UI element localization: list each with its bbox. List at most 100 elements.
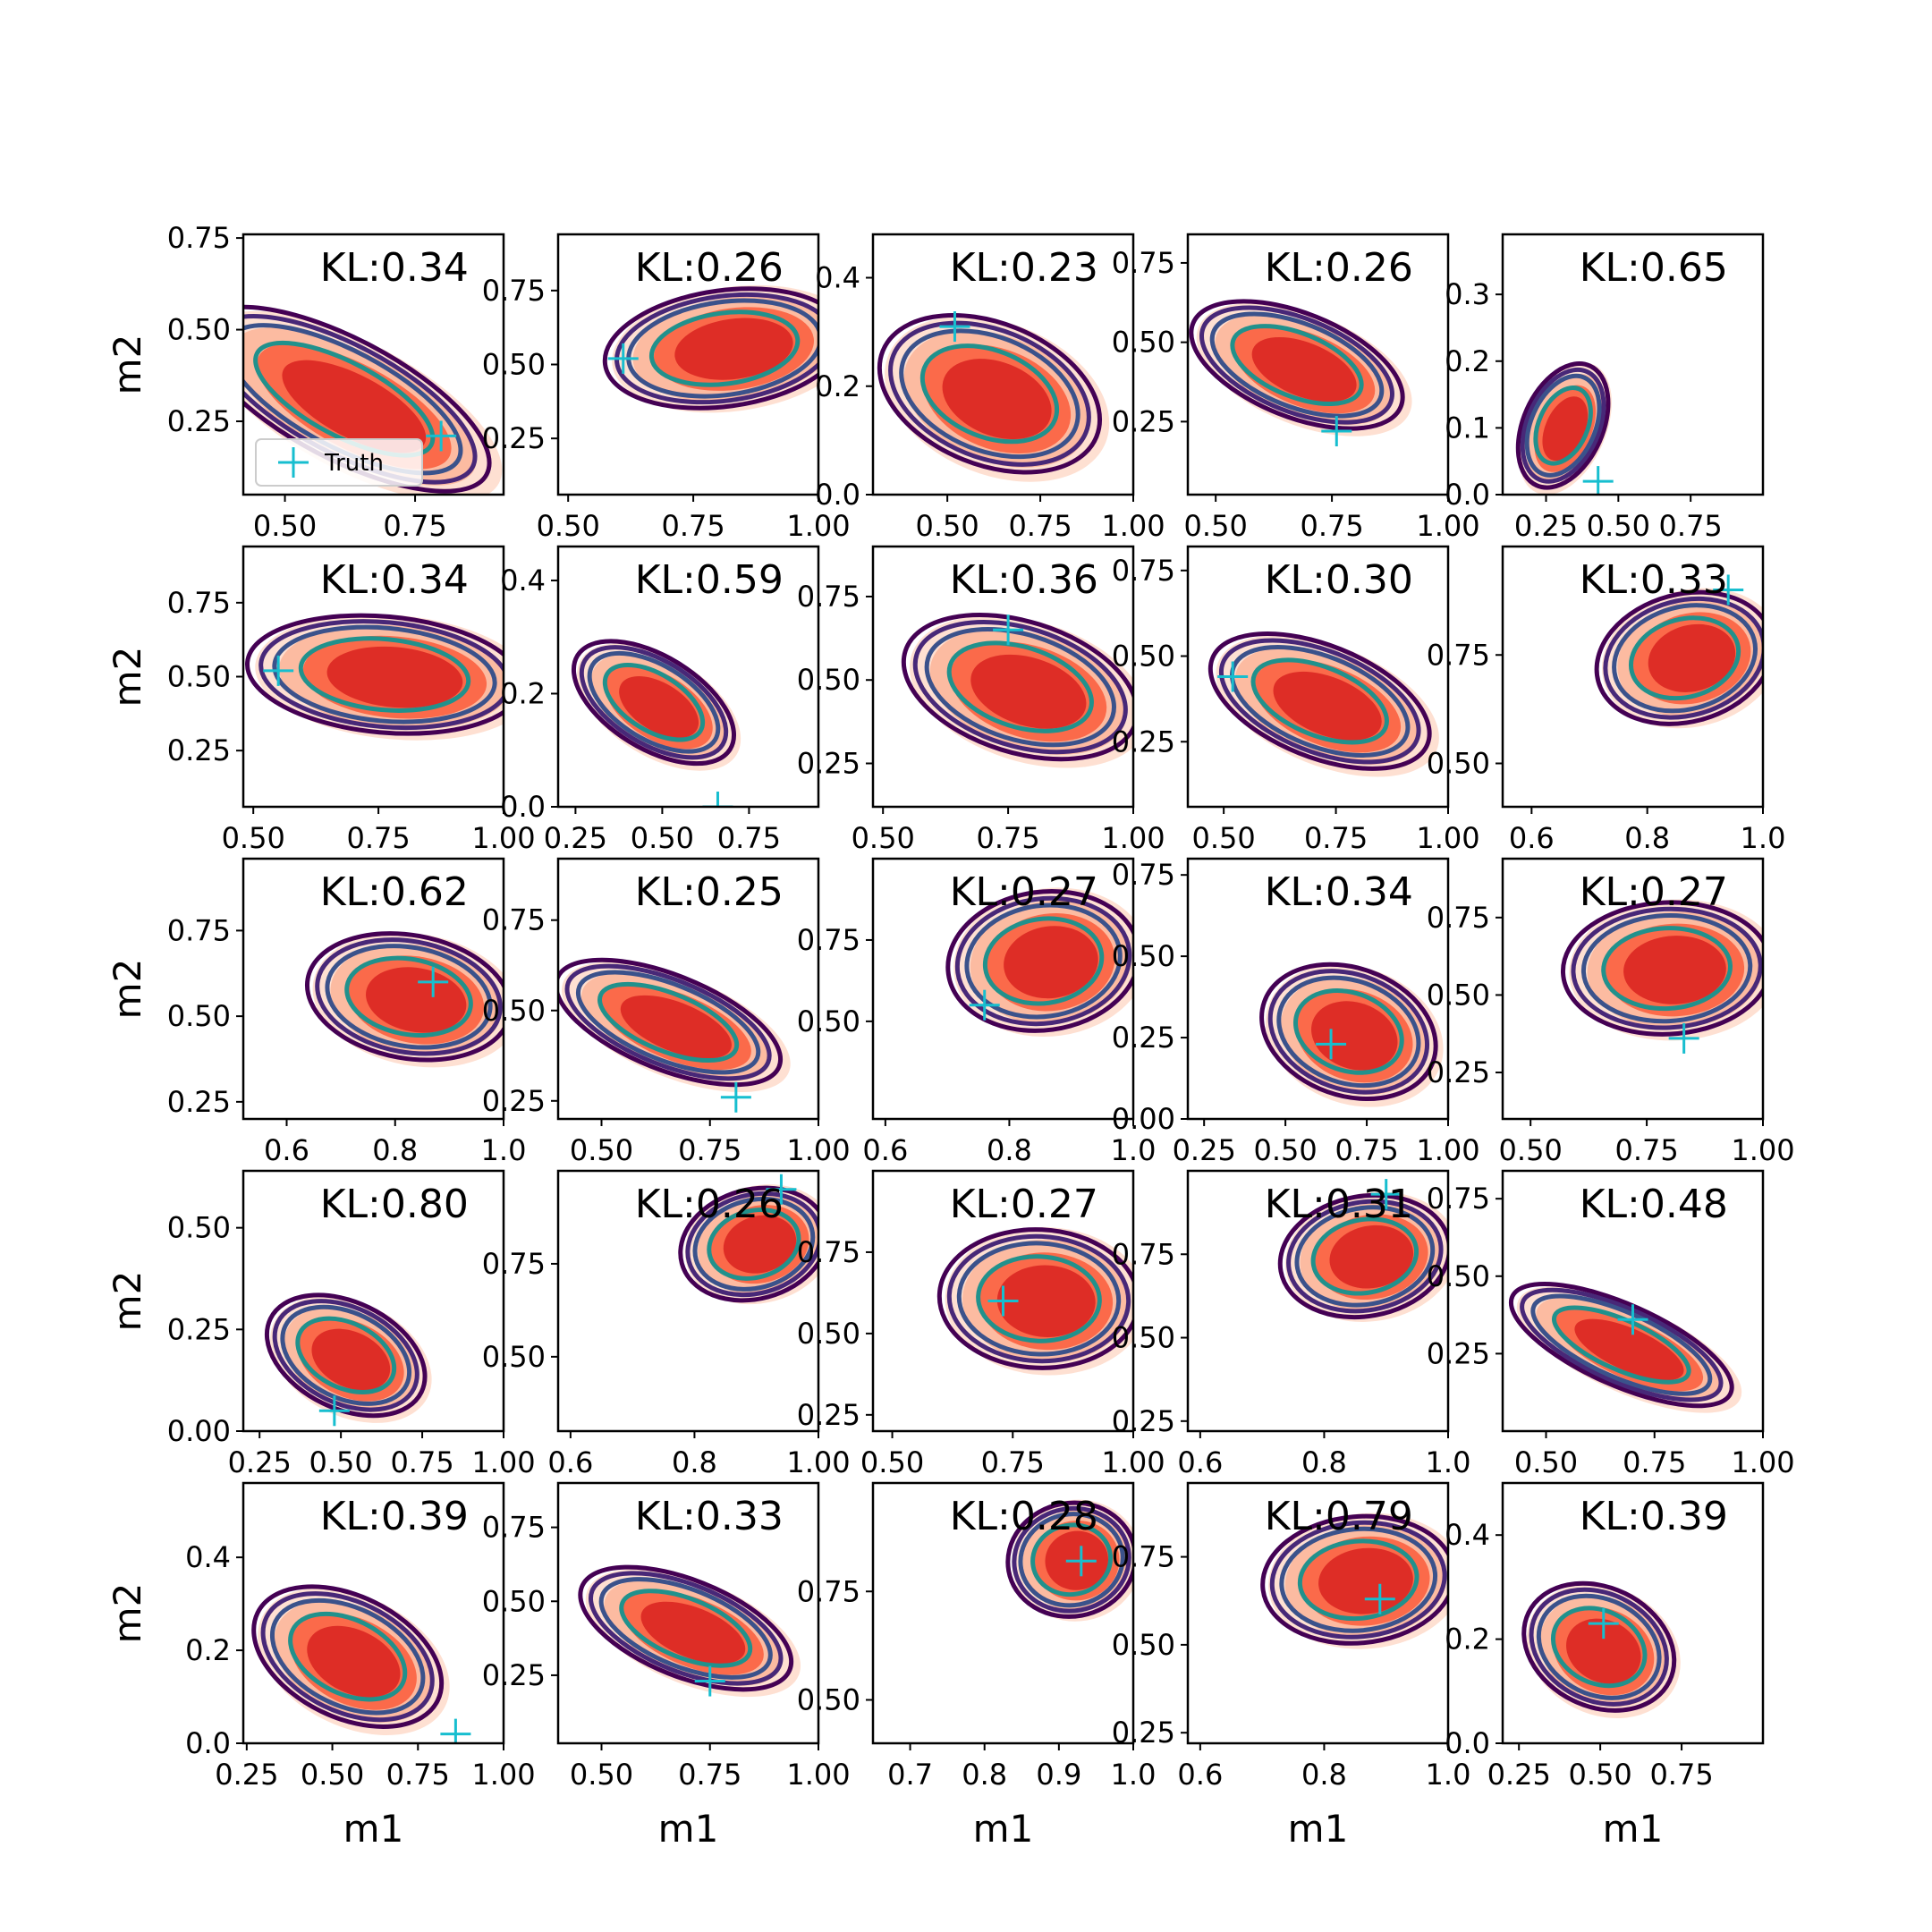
posterior-contours (1208, 631, 1439, 777)
kl-label: KL:0.30 (1265, 557, 1413, 603)
y-tick-label: 0.50 (1427, 747, 1490, 781)
y-tick-label: 0.50 (482, 994, 546, 1028)
model-contour-level-2 (1267, 969, 1430, 1095)
model-contour-level-3 (956, 1241, 1122, 1357)
x-tick-label: 1.00 (471, 1758, 535, 1792)
x-tick-label: 0.75 (383, 509, 446, 543)
x-tick-label: 0.75 (1614, 1133, 1678, 1167)
x-tick-label: 0.50 (916, 509, 979, 543)
model-contour-level-1 (571, 639, 737, 767)
reference-density-level-4 (366, 967, 467, 1033)
panel-8: KL:0.36 0.50 0.75 1.00 0.25 0.50 0.75 (797, 545, 1165, 855)
y-tick-label: 0.75 (167, 913, 231, 947)
panel-25: KL:0.39 0.25 0.50 0.75 0.0 0.2 0.4 m1 (1445, 1481, 1765, 1851)
axes-frame (871, 545, 1135, 809)
panel-23: KL:0.28 0.7 0.8 0.9 1.0 0.50 0.75 m1 (797, 1481, 1157, 1851)
x-tick-label: 1.00 (1731, 1133, 1794, 1167)
kl-label: KL:0.23 (950, 245, 1098, 291)
model-contour-level-3 (269, 1597, 426, 1716)
posterior-contours (251, 1584, 450, 1735)
axes-frame (242, 233, 505, 496)
y-tick-label: 0.75 (1112, 246, 1175, 280)
x-tick-label: 1.00 (1731, 1445, 1794, 1479)
model-contour-level-3 (280, 1304, 412, 1406)
x-tick-label: 1.0 (1111, 1758, 1157, 1792)
y-tick-label: 0.25 (482, 421, 546, 455)
axes-frame (1501, 1169, 1765, 1433)
y-tick-label: 0.25 (1427, 1336, 1490, 1370)
model-contour-level-2 (1012, 1505, 1131, 1614)
y-tick-label: 0.75 (1112, 858, 1175, 892)
model-contour-level-4 (1030, 1522, 1114, 1597)
kl-label: KL:0.48 (1580, 1182, 1728, 1227)
x-tick-label: 0.7 (887, 1758, 933, 1792)
posterior-contours (936, 1226, 1133, 1376)
y-tick-label: 0.25 (1112, 1021, 1175, 1055)
x-tick-label: 1.0 (1111, 1133, 1157, 1167)
model-contour-level-3 (587, 650, 721, 754)
y-tick-label: 0.25 (167, 1085, 231, 1119)
model-contour-level-3 (1018, 1512, 1125, 1608)
x-tick-label: 0.75 (1335, 1133, 1398, 1167)
y-tick-label: 0.4 (500, 564, 546, 597)
model-contour-level-1 (1515, 361, 1611, 490)
x-tick-label: 0.75 (386, 1758, 450, 1792)
y-tick-label: 0.75 (482, 274, 546, 308)
y-tick-label: 0.50 (797, 663, 860, 697)
truth-marker (720, 1081, 751, 1113)
x-tick-label: 1.00 (1101, 821, 1165, 855)
model-contour-level-3 (325, 944, 493, 1050)
model-contour-level-1 (1521, 1580, 1677, 1713)
x-tick-label: 1.00 (471, 821, 535, 855)
model-contour-level-4 (1250, 657, 1389, 745)
model-contour-level-1 (578, 1564, 794, 1692)
x-tick-label: 0.6 (1177, 1758, 1223, 1792)
x-tick-label: 0.75 (390, 1445, 453, 1479)
x-tick-label: 0.50 (852, 821, 915, 855)
kl-label: KL:0.26 (635, 245, 784, 291)
model-contour-level-1 (1189, 299, 1405, 431)
posterior-contours (678, 1184, 818, 1305)
axes-frame (871, 857, 1135, 1121)
x-axis-label: m1 (658, 1807, 719, 1851)
y-tick-label: 0.50 (167, 313, 231, 347)
model-contour-level-2 (1286, 1199, 1444, 1314)
reference-density-level-4 (1623, 936, 1726, 1004)
x-tick-label: 1.00 (786, 1758, 850, 1792)
y-axis-label: m2 (106, 335, 149, 395)
x-tick-label: 0.8 (672, 1445, 717, 1479)
truth-marker (1316, 1029, 1347, 1060)
model-contour-level-3 (1524, 373, 1602, 478)
legend-label: Truth (324, 450, 384, 477)
model-contour-level-4 (253, 340, 436, 458)
kl-label: KL:0.36 (950, 557, 1098, 603)
x-tick-label: 0.50 (631, 821, 694, 855)
model-contour-level-2 (946, 1233, 1131, 1364)
y-tick-label: 0.75 (797, 923, 860, 957)
posterior-contours (1189, 299, 1412, 436)
y-tick-label: 0.25 (1112, 404, 1175, 438)
model-contour-level-1 (1208, 631, 1432, 771)
posterior-contours (1560, 899, 1763, 1041)
y-tick-label: 0.0 (500, 790, 546, 824)
model-contour-level-4 (1310, 1216, 1419, 1296)
y-tick-label: 0.75 (1427, 638, 1490, 672)
truth-marker (1588, 1608, 1619, 1640)
y-tick-label: 0.00 (1112, 1102, 1175, 1136)
axes-frame (1501, 233, 1765, 496)
model-contour-level-4 (707, 1208, 801, 1281)
y-tick-label: 0.25 (797, 1398, 860, 1432)
model-contour-level-4 (648, 309, 801, 387)
y-axis-label: m2 (106, 1271, 149, 1332)
posterior-contours (1260, 1513, 1448, 1649)
x-tick-label: 0.50 (570, 1758, 633, 1792)
model-contour-level-2 (564, 963, 772, 1081)
panel-5: KL:0.65 0.25 0.50 0.75 0.0 0.1 0.2 0.3 (1445, 233, 1765, 543)
panel-14: KL:0.340.25 0.50 0.75 1.000.000.250.500.75 (1112, 857, 1480, 1167)
panel-17: KL:0.26 0.6 0.8 1.00 0.50 0.75 (482, 1169, 851, 1479)
model-contour-level-3 (964, 902, 1123, 1020)
model-contour-level-3 (272, 624, 497, 724)
model-contour-level-3 (1294, 1205, 1436, 1308)
model-contour-level-1 (901, 613, 1133, 762)
panel-7: KL:0.59 0.25 0.50 0.75 0.0 0.2 0.4 (500, 545, 820, 855)
